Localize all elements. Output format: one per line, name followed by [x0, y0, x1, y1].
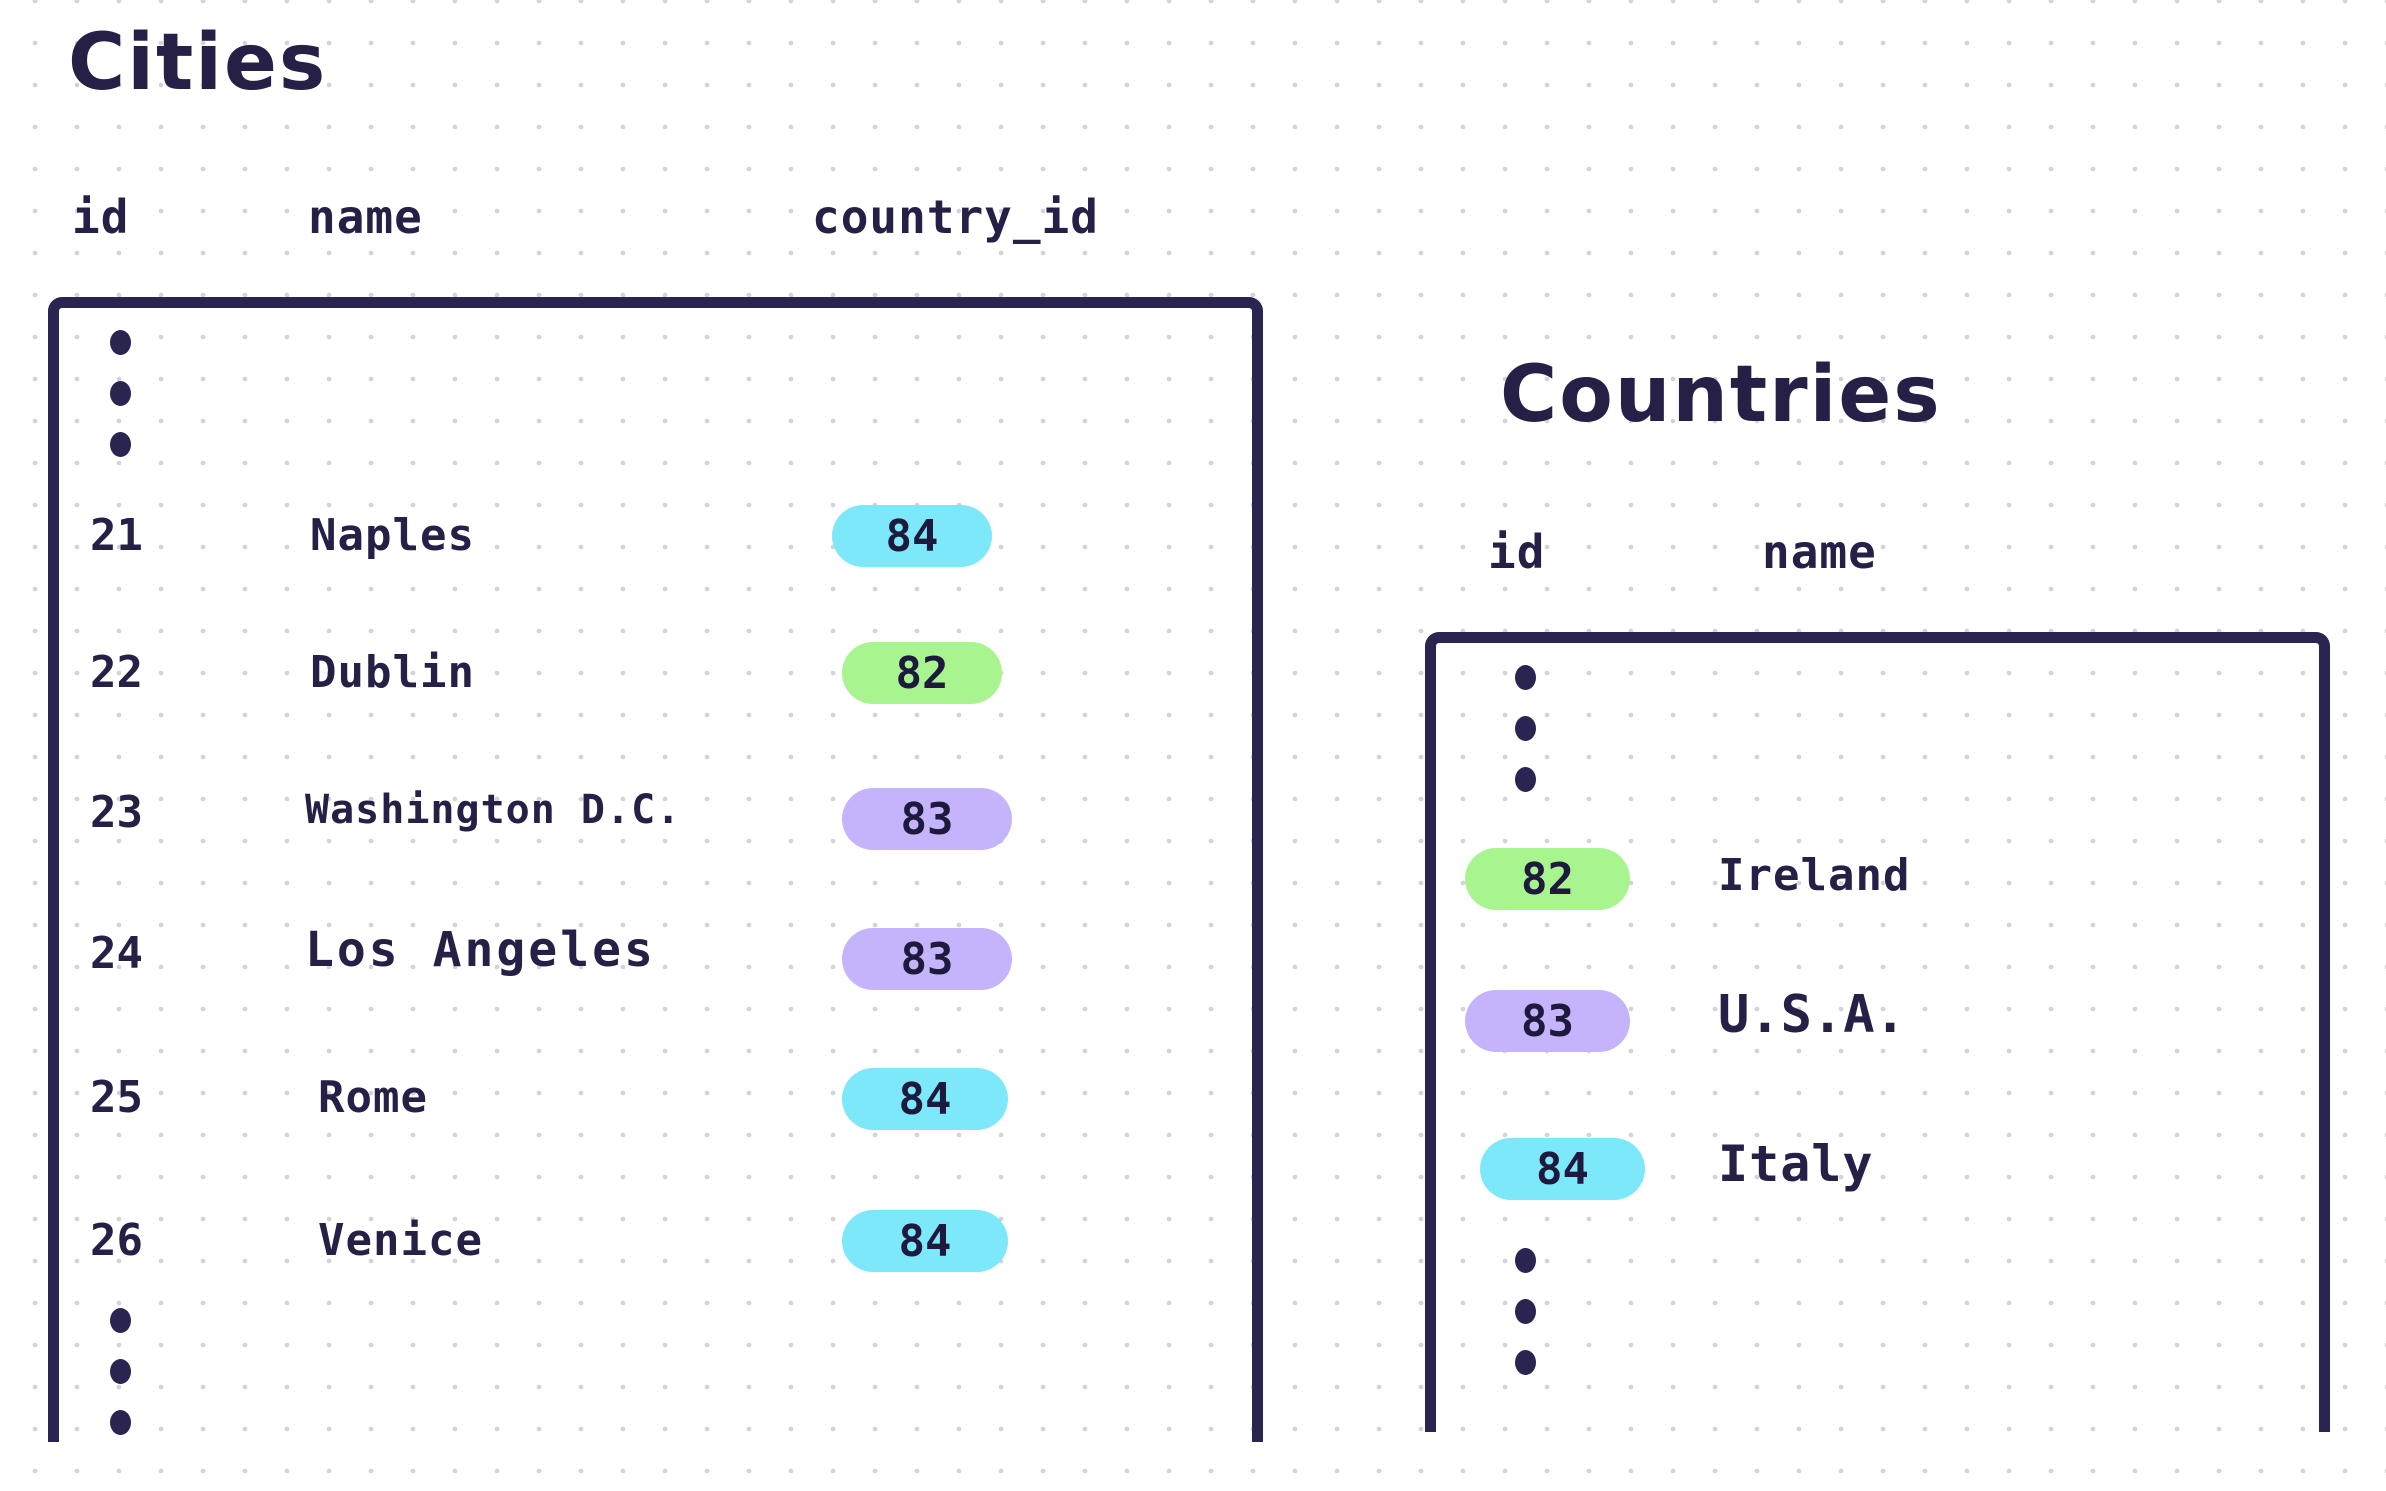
- cities-row-id: 25: [90, 1072, 143, 1123]
- cities-row-name: Washington D.C.: [305, 787, 682, 833]
- cities-row-id: 24: [90, 928, 143, 979]
- countries-row-id-badge: 84: [1480, 1138, 1645, 1200]
- cities-row-id: 21: [90, 510, 143, 561]
- cities-row-id: 26: [90, 1215, 143, 1266]
- cities-row-name: Naples: [310, 510, 475, 561]
- cities-column-header-name: name: [308, 190, 423, 244]
- countries-column-header-id: id: [1488, 525, 1546, 579]
- countries-leading-ellipsis: [1515, 665, 1536, 792]
- countries-row-name: U.S.A.: [1718, 985, 1906, 1045]
- cities-row-id: 23: [90, 787, 143, 838]
- cities-row-name: Los Angeles: [305, 922, 656, 978]
- cities-row-country-id-badge: 83: [842, 928, 1012, 990]
- cities-row-country-id-badge: 82: [842, 642, 1002, 704]
- cities-row-country-id-badge: 84: [832, 505, 992, 567]
- cities-trailing-ellipsis: [110, 1308, 131, 1435]
- cities-column-header-id: id: [72, 190, 130, 244]
- cities-table-frame: [48, 297, 1263, 1442]
- cities-leading-ellipsis: [110, 330, 131, 457]
- cities-row-id: 22: [90, 647, 143, 698]
- cities-row-country-id-badge: 84: [842, 1068, 1008, 1130]
- countries-trailing-ellipsis: [1515, 1248, 1536, 1375]
- cities-row-name: Dublin: [310, 647, 475, 698]
- countries-table-title: Countries: [1500, 350, 1942, 440]
- cities-row-name: Venice: [318, 1215, 483, 1266]
- cities-row-country-id-badge: 83: [842, 788, 1012, 850]
- countries-row-name: Italy: [1718, 1135, 1874, 1193]
- cities-table-title: Cities: [68, 18, 328, 108]
- countries-row-id-badge: 82: [1465, 848, 1630, 910]
- countries-row-name: Ireland: [1718, 850, 1911, 901]
- countries-row-id-badge: 83: [1465, 990, 1630, 1052]
- cities-column-header-country-id: country_id: [812, 190, 1099, 244]
- countries-column-header-name: name: [1762, 525, 1877, 579]
- cities-row-name: Rome: [318, 1072, 428, 1123]
- cities-row-country-id-badge: 84: [842, 1210, 1008, 1272]
